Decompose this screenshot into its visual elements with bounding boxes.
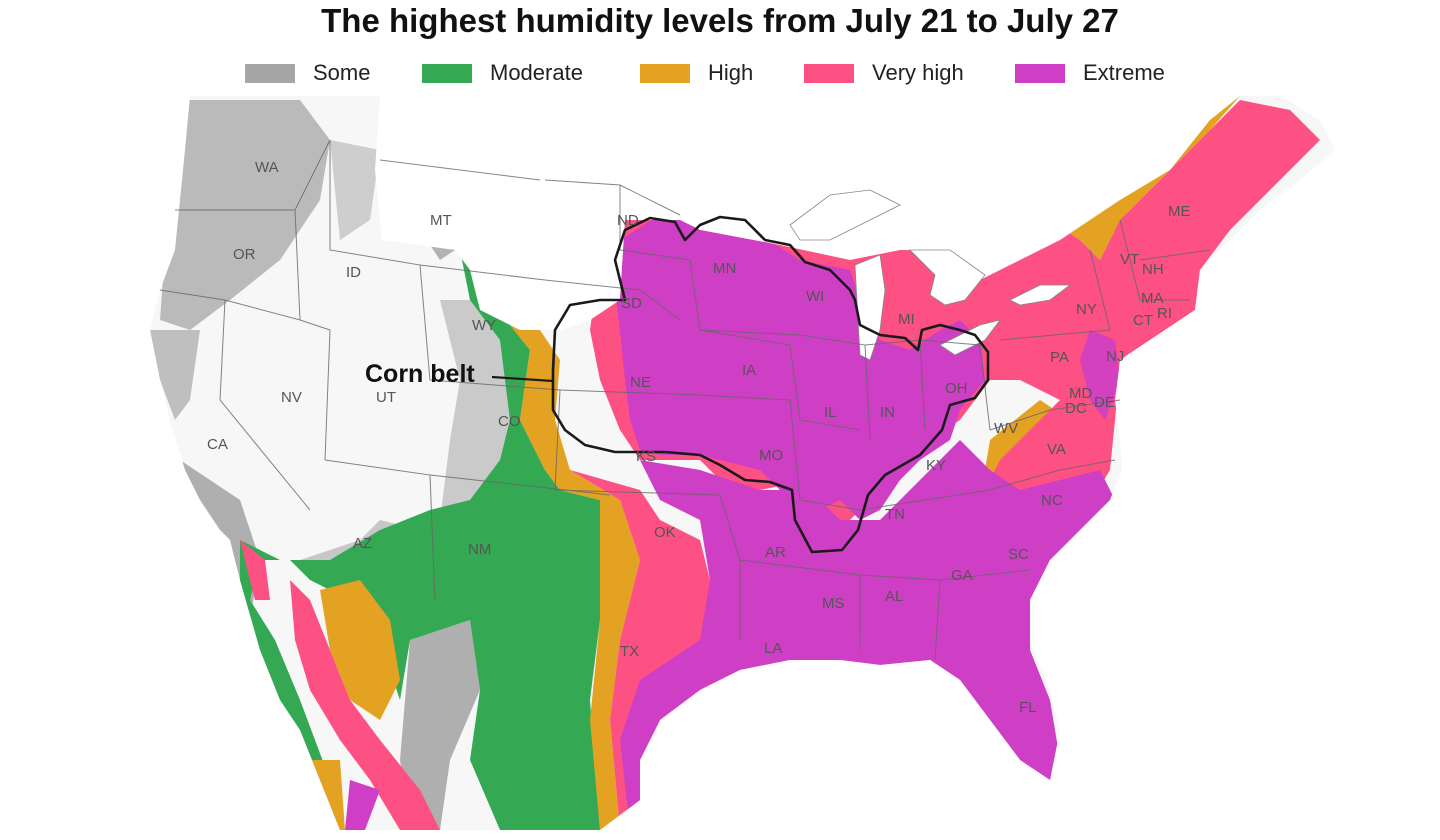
legend-label-moderate: Moderate	[490, 60, 583, 85]
state-label-ut: UT	[376, 389, 396, 406]
legend-item-very-high: Very high	[804, 58, 964, 88]
great-lakes	[789, 189, 1072, 361]
state-label-nm: NM	[468, 541, 491, 558]
lake-superior	[789, 189, 901, 241]
state-label-sc: SC	[1008, 546, 1029, 563]
state-label-mo: MO	[759, 447, 783, 464]
legend-item-high: High	[640, 58, 753, 88]
map-title: The highest humidity levels from July 21…	[321, 2, 1119, 39]
legend-swatch-some	[245, 63, 295, 83]
lake-erie	[939, 319, 1001, 356]
legend-label-some: Some	[313, 60, 371, 85]
legend-label-high: High	[708, 60, 754, 85]
legend-label-very-high: Very high	[872, 60, 964, 85]
state-label-ca: CA	[207, 436, 228, 453]
legend-swatch-high	[640, 63, 690, 83]
state-label-co: CO	[498, 413, 521, 430]
humidity-map: Corn belt WA OR CA NV ID MT WY UT AZ CO …	[150, 96, 1335, 830]
state-label-md: MD	[1069, 385, 1092, 402]
corn-belt-label: Corn belt	[365, 360, 475, 388]
state-labels: WA OR CA NV ID MT WY UT AZ CO NM ND SD N…	[207, 159, 1191, 716]
legend-swatch-very-high	[804, 63, 854, 83]
state-label-ct: CT	[1133, 312, 1153, 329]
state-label-nc: NC	[1041, 492, 1063, 509]
state-label-ri: RI	[1157, 305, 1172, 322]
state-label-sd: SD	[621, 295, 642, 312]
state-label-ia: IA	[742, 362, 756, 379]
state-label-va: VA	[1047, 441, 1066, 458]
state-label-in: IN	[880, 404, 895, 421]
state-label-nv: NV	[281, 389, 302, 406]
legend-swatch-extreme	[1015, 63, 1065, 83]
state-label-ny: NY	[1076, 301, 1097, 318]
legend-item-extreme: Extreme	[1015, 58, 1165, 88]
state-label-tn: TN	[885, 506, 905, 523]
lake-ontario	[1009, 284, 1072, 306]
state-label-ga: GA	[951, 567, 973, 584]
state-label-mi: MI	[898, 311, 915, 328]
state-label-me: ME	[1168, 203, 1191, 220]
lake-huron	[909, 249, 986, 306]
state-label-pa: PA	[1050, 349, 1069, 366]
state-label-ms: MS	[822, 595, 845, 612]
state-borders	[159, 139, 1211, 661]
state-label-id: ID	[346, 264, 361, 281]
state-label-mt: MT	[430, 212, 452, 229]
legend-label-extreme: Extreme	[1083, 60, 1165, 85]
state-label-vt: VT	[1120, 251, 1139, 268]
state-label-az: AZ	[353, 535, 372, 552]
legend-item-moderate: Moderate	[422, 58, 583, 88]
state-label-or: OR	[233, 246, 256, 263]
state-label-ky: KY	[926, 457, 946, 474]
state-label-ar: AR	[765, 544, 786, 561]
state-label-de: DE	[1094, 394, 1115, 411]
state-label-fl: FL	[1019, 699, 1037, 716]
state-label-wy: WY	[472, 317, 496, 334]
state-label-nh: NH	[1142, 261, 1164, 278]
state-label-la: LA	[764, 640, 782, 657]
state-label-wv: WV	[994, 420, 1018, 437]
state-label-ma: MA	[1141, 290, 1164, 307]
state-label-nj: NJ	[1106, 348, 1124, 365]
state-label-wa: WA	[255, 159, 279, 176]
state-label-mn: MN	[713, 260, 736, 277]
corn-belt-leader-line	[491, 375, 554, 383]
state-label-ks: KS	[636, 448, 656, 465]
state-label-wi: WI	[806, 288, 824, 305]
legend-swatch-moderate	[422, 63, 472, 83]
legend-item-some: Some	[245, 58, 370, 88]
state-label-tx: TX	[620, 643, 639, 660]
state-label-nd: ND	[617, 212, 639, 229]
state-label-dc: DC	[1065, 400, 1087, 417]
legend: Some Moderate High Very high Extreme	[0, 58, 1440, 88]
state-label-ok: OK	[654, 524, 676, 541]
state-label-oh: OH	[945, 380, 968, 397]
state-label-il: IL	[824, 404, 837, 421]
state-label-al: AL	[885, 588, 903, 605]
state-label-ne: NE	[630, 374, 651, 391]
corn-belt-outline	[551, 215, 990, 554]
